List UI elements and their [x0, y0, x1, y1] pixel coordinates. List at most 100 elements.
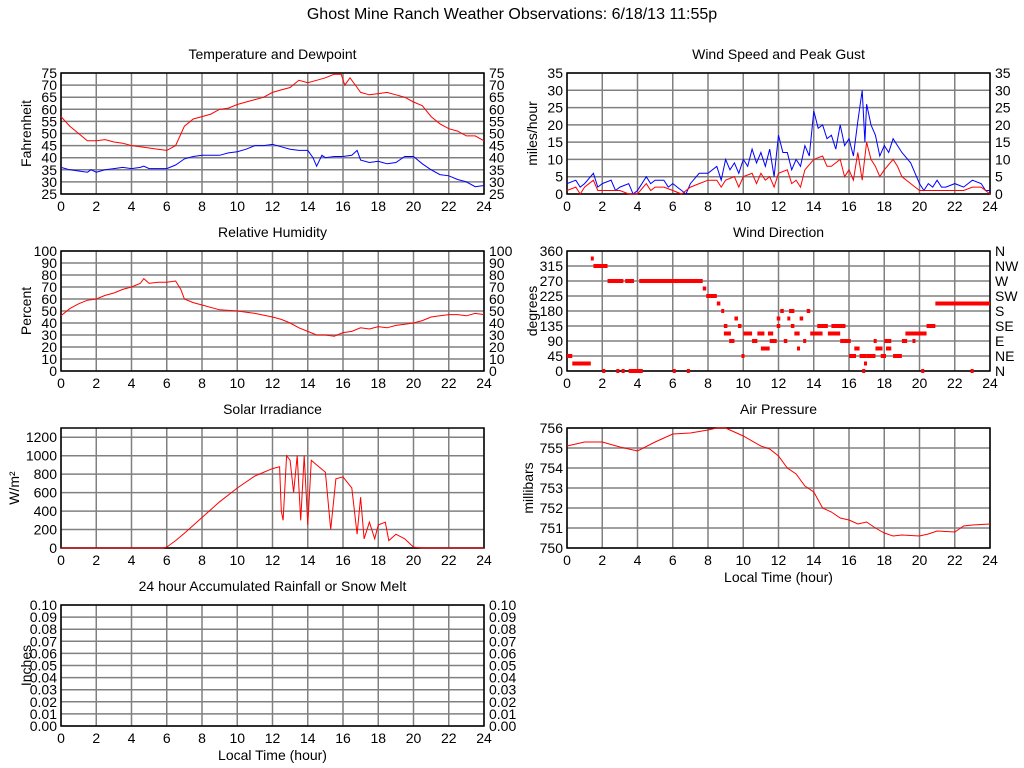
x-tick-label: 20: [406, 552, 422, 568]
y-tick-label: 0.09: [30, 609, 57, 625]
x-tick-label: 0: [57, 375, 65, 391]
x-tick-label: 20: [912, 552, 928, 568]
x-tick-label: 6: [163, 375, 171, 391]
y-tick-label: 751: [540, 520, 564, 536]
right-tick-label: 30: [489, 174, 505, 190]
right-tick-label: 0: [489, 363, 497, 379]
y-tick-label: 15: [547, 134, 563, 150]
series-line-relative-humidity: [60, 277, 485, 337]
y-tick-label: 80: [41, 267, 57, 283]
plot-frame: [60, 250, 485, 372]
x-tick-label: 10: [735, 198, 751, 214]
y-tick-label: 0: [555, 186, 563, 202]
right-tick-label: 0.05: [489, 658, 516, 674]
x-tick-label: 18: [370, 198, 386, 214]
x-tick-label: 16: [841, 375, 857, 391]
x-tick-label: 18: [876, 198, 892, 214]
x-tick-label: 20: [912, 198, 928, 214]
y-tick-label: 270: [540, 273, 564, 289]
y-tick-label: 400: [34, 503, 58, 519]
x-tick-label: 6: [163, 552, 171, 568]
x-tick-label: 2: [598, 198, 606, 214]
y-tick-label: 35: [41, 162, 57, 178]
x-tick-label: 22: [441, 730, 457, 746]
x-tick-label: 24: [476, 198, 492, 214]
right-tick-label: S: [995, 303, 1004, 319]
x-tick-label: 4: [128, 730, 136, 746]
wind-direction-point: [602, 369, 606, 373]
wind-direction-point: [741, 354, 745, 358]
y-tick-label: 135: [540, 318, 564, 334]
right-tick-label: 0.06: [489, 645, 516, 661]
right-tick-label: 0.01: [489, 706, 516, 722]
wind-direction-point: [921, 369, 925, 373]
right-tick-label: 0.10: [489, 597, 516, 613]
x-tick-label: 18: [370, 730, 386, 746]
x-tick-label: 0: [563, 375, 571, 391]
x-tick-label: 6: [163, 198, 171, 214]
wind-direction-point: [970, 369, 974, 373]
chart-title: Wind Direction: [733, 224, 824, 240]
wind-direction-point: [716, 301, 721, 306]
right-tick-label: 40: [489, 315, 505, 331]
wind-direction-point: [840, 339, 851, 343]
x-tick-label: 0: [563, 198, 571, 214]
chart-rainfall: 24 hour Accumulated Rainfall or Snow Mel…: [18, 578, 516, 763]
x-tick-label: 16: [335, 552, 351, 568]
wind-direction-point: [621, 369, 625, 373]
y-tick-label: 0.01: [30, 706, 57, 722]
x-tick-label: 10: [735, 552, 751, 568]
wind-direction-point: [752, 339, 758, 343]
x-tick-label: 0: [57, 552, 65, 568]
x-tick-label: 2: [92, 730, 100, 746]
x-tick-label: 10: [229, 730, 245, 746]
wind-direction-point: [769, 339, 777, 343]
y-tick-label: 25: [547, 100, 563, 116]
y-tick-label: 50: [41, 303, 57, 319]
y-tick-label: 70: [41, 77, 57, 93]
x-tick-label: 24: [476, 730, 492, 746]
right-tick-label: 0.07: [489, 633, 516, 649]
x-tick-label: 14: [806, 375, 822, 391]
y-tick-label: 90: [41, 255, 57, 271]
x-tick-label: 12: [265, 552, 281, 568]
right-tick-label: 35: [489, 162, 505, 178]
wind-direction-point: [737, 324, 742, 328]
right-tick-label: 45: [489, 138, 505, 154]
right-tick-label: 30: [995, 82, 1011, 98]
wind-direction-point: [723, 324, 728, 328]
x-tick-label: 22: [441, 198, 457, 214]
plot-frame: [60, 604, 485, 727]
x-tick-label: 24: [476, 552, 492, 568]
x-tick-label: 16: [335, 375, 351, 391]
plot-frame: [60, 72, 485, 195]
x-tick-label: 22: [441, 375, 457, 391]
x-tick-label: 6: [669, 375, 677, 391]
y-tick-label: 0: [555, 363, 563, 379]
x-tick-label: 12: [771, 375, 787, 391]
right-tick-label: 70: [489, 77, 505, 93]
x-tick-label: 0: [57, 198, 65, 214]
series-line-wind-speed: [566, 141, 991, 195]
y-tick-label: 30: [41, 174, 57, 190]
wind-direction-point: [783, 339, 788, 343]
right-tick-label: 10: [995, 151, 1011, 167]
right-tick-label: 0.08: [489, 621, 516, 637]
wind-direction-point: [884, 339, 892, 343]
right-tick-label: 10: [489, 351, 505, 367]
y-tick-label: 45: [547, 348, 563, 364]
x-tick-label: 8: [198, 552, 206, 568]
x-tick-label: 4: [634, 552, 642, 568]
wind-direction-point: [817, 324, 828, 328]
y-tick-label: 753: [540, 480, 564, 496]
right-tick-label: 0: [995, 186, 1003, 202]
x-tick-label: 4: [634, 375, 642, 391]
right-tick-label: 60: [489, 291, 505, 307]
wind-direction-point: [935, 301, 990, 306]
y-axis-label: Percent: [18, 287, 34, 335]
y-tick-label: 35: [547, 65, 563, 81]
x-tick-label: 8: [198, 198, 206, 214]
right-tick-label: 15: [995, 134, 1011, 150]
y-tick-label: 30: [547, 82, 563, 98]
y-tick-label: 60: [41, 291, 57, 307]
